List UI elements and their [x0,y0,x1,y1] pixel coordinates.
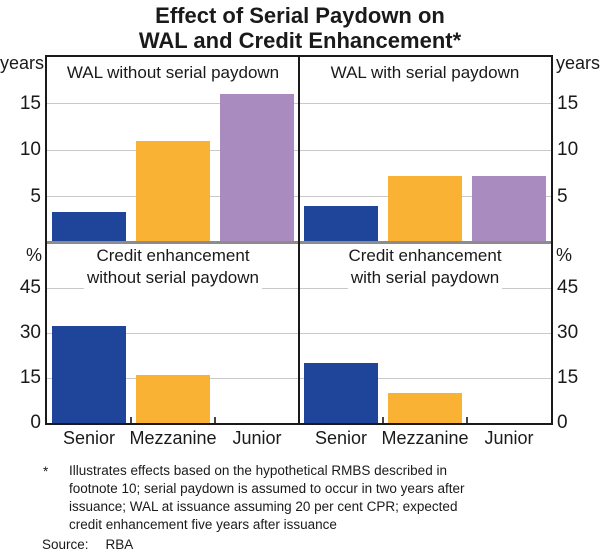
y-tick-label: 0 [557,412,568,433]
source-label: Source: [42,537,89,552]
y-tick-label: 5 [30,185,41,207]
y-tick-label: 15 [557,367,579,388]
plot-area: WAL without serial paydown WAL with seria… [45,55,553,425]
bar-mezzanine [388,176,462,243]
gridline [47,103,299,104]
bar-mezzanine [388,393,462,423]
x-tick-label: Senior [314,428,368,448]
chart-title-line1: Effect of Serial Paydown on [155,3,445,28]
y-tick-label: 0 [30,412,41,433]
panel-title-line: without serial paydown [84,267,262,289]
y-axis-unit: % [556,245,573,265]
x-tick-label: Mezzanine [129,428,217,448]
source-row: Source: RBA [42,537,133,552]
y-tick-label: 10 [19,139,41,160]
footnote-line: footnote 10; serial paydown is assumed t… [69,481,465,496]
y-tick-label: 5 [557,185,568,207]
bar-senior [304,363,378,423]
y-axis-unit: years [556,53,600,73]
panel-title-line: WAL without serial paydown [63,62,283,84]
x-axis-tick [130,417,132,423]
gridline [299,103,551,104]
chart-title-line2: WAL and Credit Enhancement* [138,28,462,53]
bar-senior [52,325,126,423]
panel-title-line: with serial paydown [347,267,503,289]
y-tick-label: 45 [19,277,41,298]
panel-title-line: Credit enhancement [345,245,505,267]
panel-divider-vertical [298,57,300,423]
panel-title-line: WAL with serial paydown [327,62,523,84]
y-tick-label: 30 [19,322,41,343]
x-tick-label: Senior [62,428,116,448]
gridline [299,377,551,379]
bar-mezzanine [136,140,210,243]
y-tick-label: 15 [19,367,41,388]
footnote-line: Illustrates effects based on the hypothe… [69,463,447,478]
gridline [47,332,299,334]
x-axis-tick [214,417,216,423]
panel-top-right: WAL with serial paydown [299,57,551,243]
y-axis-unit: % [25,245,42,265]
footnote-line: credit enhancement five years after issu… [69,517,337,532]
bar-senior [304,205,378,243]
panel-title-top-right: WAL with serial paydown [299,62,551,84]
panel-title-bottom-left: Credit enhancement without serial paydown [47,245,299,289]
source-value: RBA [105,537,134,552]
footnote-text: Illustrates effects based on the hypothe… [69,462,464,534]
y-axis-unit: years [0,53,45,73]
bar-senior [52,212,126,243]
x-axis-tick [382,417,384,423]
y-tick-label: 45 [557,277,579,298]
x-tick-label: Junior [232,428,282,448]
panel-bottom-left: Credit enhancement without serial paydown [47,243,299,423]
footnote-line: issuance; WAL at issuance assuming 20 pe… [69,499,458,514]
panel-top-left: WAL without serial paydown [47,57,299,243]
chart-title: Effect of Serial Paydown on WAL and Cred… [0,3,600,53]
x-tick-label: Junior [484,428,534,448]
panel-title-top-left: WAL without serial paydown [47,62,299,84]
panel-bottom-right: Credit enhancement with serial paydown [299,243,551,423]
bar-junior [220,94,294,243]
y-tick-label: 15 [19,92,41,114]
gridline [299,149,551,151]
bar-mezzanine [136,375,210,423]
y-tick-label: 10 [557,139,579,160]
footnote-symbol: * [43,464,49,479]
gridline [299,332,551,334]
panel-title-bottom-right: Credit enhancement with serial paydown [299,245,551,289]
y-tick-label: 30 [557,322,579,343]
y-tick-label: 15 [557,92,579,114]
x-tick-label: Mezzanine [381,428,469,448]
panel-title-line: Credit enhancement [93,245,253,267]
x-axis-tick [466,417,468,423]
bar-junior [472,176,546,243]
